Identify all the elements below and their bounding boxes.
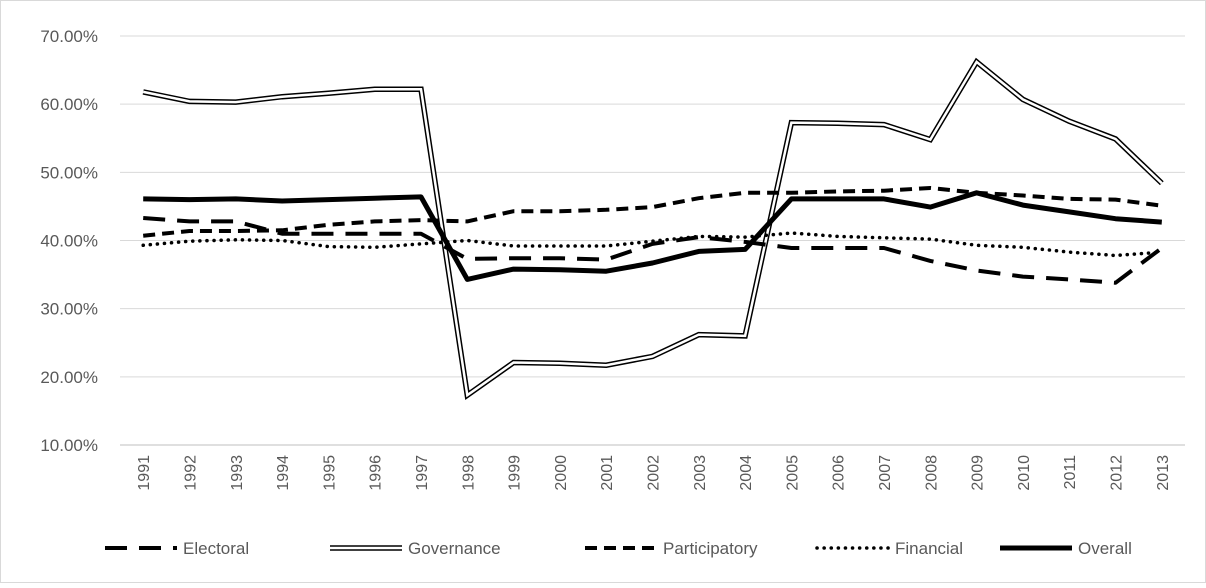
series-line-overall (143, 190, 1162, 282)
legend-label-overall: Overall (1078, 539, 1132, 558)
x-tick-label: 1998 (460, 455, 477, 491)
x-tick-label: 2001 (599, 455, 616, 491)
gridlines (120, 35, 1185, 446)
x-tick-label: 1995 (321, 455, 338, 491)
x-axis-ticks: 1991 1992 1993 1994 1995 1996 1997 1998 1999 2000… (136, 455, 1172, 491)
x-tick-label: 2012 (1109, 455, 1126, 491)
x-tick-label: 2008 (923, 455, 940, 491)
legend: Electoral Governance Participatory Financia… (105, 539, 1132, 558)
x-tick-label: 2010 (1016, 455, 1033, 491)
x-tick-label: 1991 (136, 455, 153, 491)
x-tick-label: 1999 (507, 455, 524, 491)
y-tick-label: 30.00% (40, 300, 98, 319)
y-tick-label: 10.00% (40, 436, 98, 455)
x-tick-label: 2009 (970, 455, 987, 491)
x-tick-label: 2002 (646, 455, 663, 491)
x-tick-label: 2000 (553, 455, 570, 491)
y-tick-label: 60.00% (40, 95, 98, 114)
x-tick-label: 1997 (414, 455, 431, 491)
x-tick-label: 2006 (831, 455, 848, 491)
x-tick-label: 2013 (1155, 455, 1172, 491)
x-tick-label: 2007 (877, 455, 894, 491)
legend-label-governance: Governance (408, 539, 501, 558)
x-tick-label: 2003 (692, 455, 709, 491)
series-line-financial (141, 231, 1164, 258)
x-tick-label: 1993 (229, 455, 246, 491)
y-axis-ticks: 10.00% 20.00% 30.00% 40.00% 50.00% 60.00% 70.0… (40, 27, 98, 455)
x-tick-label: 1996 (368, 455, 385, 491)
x-tick-label: 2011 (1062, 455, 1079, 490)
x-tick-label: 2005 (784, 455, 801, 491)
series-line-electoral (143, 216, 1164, 285)
legend-label-participatory: Participatory (663, 539, 758, 558)
x-tick-label: 2004 (738, 455, 755, 491)
y-tick-label: 40.00% (40, 232, 98, 251)
series-lines (141, 57, 1164, 401)
x-tick-label: 1992 (182, 455, 199, 491)
series-line-governance-inner (142, 60, 1163, 398)
y-tick-label: 70.00% (40, 27, 98, 46)
x-tick-label: 1994 (275, 455, 292, 491)
legend-label-electoral: Electoral (183, 539, 249, 558)
legend-label-financial: Financial (895, 539, 963, 558)
y-tick-label: 50.00% (40, 163, 98, 182)
y-tick-label: 20.00% (40, 368, 98, 387)
